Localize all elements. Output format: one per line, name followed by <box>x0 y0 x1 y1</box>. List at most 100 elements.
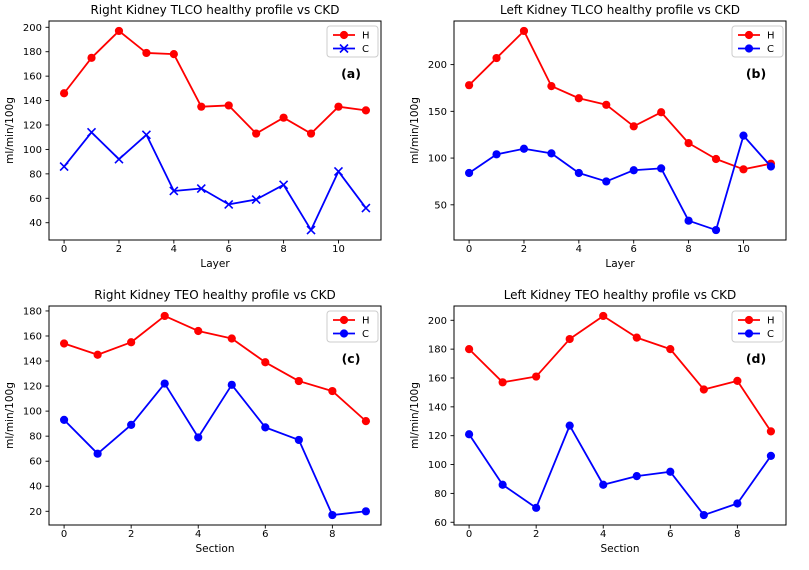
x-tick-label: 8 <box>685 244 691 255</box>
series-line-C <box>468 424 772 516</box>
circle-marker <box>87 53 96 62</box>
x-tick-label: 0 <box>466 244 472 255</box>
circle-marker <box>339 315 349 325</box>
subplot-annotation: (c) <box>342 351 361 366</box>
circle-marker <box>492 53 501 63</box>
y-tick-label: 200 <box>428 60 447 71</box>
circle-marker <box>59 89 69 98</box>
series-line-C <box>63 382 367 516</box>
legend-label: H <box>362 316 370 327</box>
y-tick-label: 100 <box>23 145 42 156</box>
x-axis-label: Layer <box>200 258 230 270</box>
legend-label: C <box>767 329 774 340</box>
circle-marker <box>194 433 203 442</box>
legend: HC <box>731 310 784 343</box>
legend-label: H <box>362 31 370 42</box>
chart-title: Left Kidney TLCO healthy profile vs CKD <box>500 3 740 17</box>
circle-marker <box>632 471 641 481</box>
legend-box <box>731 25 784 58</box>
x-tick-label: 10 <box>737 244 750 255</box>
y-tick-label: 140 <box>428 402 447 413</box>
x-tick-label: 8 <box>329 529 335 540</box>
circle-marker <box>279 113 288 122</box>
circle-marker <box>739 165 748 174</box>
x-marker <box>251 194 261 205</box>
circle-marker <box>744 315 754 325</box>
y-tick-label: 200 <box>23 23 42 34</box>
series-line-H <box>63 315 367 422</box>
y-tick-label: 100 <box>428 154 447 165</box>
circle-marker <box>498 480 507 489</box>
plot-border <box>48 305 382 526</box>
circle-marker <box>261 423 270 432</box>
x-marker <box>169 186 179 196</box>
series-line-C <box>63 131 367 231</box>
y-tick-label: 100 <box>428 460 447 471</box>
circle-marker <box>169 50 178 59</box>
x-marker <box>86 127 97 137</box>
circle-marker <box>227 334 236 343</box>
circle-marker <box>744 329 754 338</box>
series-line-C <box>468 134 772 231</box>
circle-marker <box>252 129 261 138</box>
y-tick-label: 140 <box>23 357 42 368</box>
chart-right-kidney-tlco: 0 2 4 6 8 10 40 60 80 100 120 140 160 180 200 Right Kid… <box>4 3 382 270</box>
y-tick-label: 200 <box>428 316 447 327</box>
circle-marker <box>766 162 776 171</box>
y-tick-label: 180 <box>428 345 447 356</box>
legend-box <box>326 310 379 343</box>
y-tick-label: 120 <box>23 382 42 393</box>
circle-marker <box>699 385 708 394</box>
y-tick-label: 100 <box>23 407 42 418</box>
circle-marker <box>464 430 474 439</box>
series-line-H <box>468 30 772 171</box>
legend: HC <box>731 25 784 58</box>
legend-label: H <box>767 31 775 42</box>
x-axis-label: Layer <box>605 258 635 270</box>
y-tick-label: 140 <box>23 96 42 107</box>
x-tick-label: 4 <box>195 529 201 540</box>
circle-marker <box>328 386 337 396</box>
circle-marker <box>224 101 233 110</box>
circle-marker <box>547 82 556 91</box>
legend: HC <box>326 310 379 343</box>
circle-marker <box>160 311 169 321</box>
circle-marker <box>532 372 541 381</box>
subplot-annotation: (d) <box>746 351 766 366</box>
x-marker <box>361 203 371 213</box>
circle-marker <box>657 164 666 173</box>
y-tick-label: 120 <box>428 431 447 442</box>
y-tick-label: 60 <box>434 518 447 529</box>
y-tick-label: 160 <box>23 72 42 83</box>
legend-label: H <box>767 316 775 327</box>
plot-border <box>48 20 382 241</box>
x-tick-label: 4 <box>600 529 606 540</box>
x-tick-label: 10 <box>332 244 345 255</box>
circle-marker <box>59 415 69 424</box>
circle-marker <box>464 168 474 178</box>
plot-border <box>453 20 787 241</box>
legend-label: C <box>362 329 369 340</box>
x-marker <box>306 225 316 235</box>
circle-marker <box>739 131 748 140</box>
circle-marker <box>334 102 343 111</box>
circle-marker <box>629 122 638 131</box>
circle-marker <box>294 435 303 445</box>
circle-marker <box>127 420 136 429</box>
circle-marker <box>160 379 169 388</box>
y-tick-label: 50 <box>434 200 447 211</box>
circle-marker <box>532 503 541 512</box>
x-marker <box>333 166 344 176</box>
circle-marker <box>361 106 371 115</box>
circle-marker <box>744 30 754 40</box>
y-tick-label: 80 <box>29 432 42 443</box>
circle-marker <box>464 345 474 354</box>
x-tick-label: 8 <box>280 244 286 255</box>
circle-marker <box>519 144 529 153</box>
y-tick-label: 80 <box>29 169 42 180</box>
legend: HC <box>326 25 379 58</box>
circle-marker <box>261 358 270 367</box>
chart-right-kidney-teo: 0 2 4 6 8 20 40 60 80 100 120 140 160 180 Right Kidney… <box>4 288 382 555</box>
x-marker <box>224 199 234 209</box>
y-tick-label: 160 <box>23 331 42 342</box>
